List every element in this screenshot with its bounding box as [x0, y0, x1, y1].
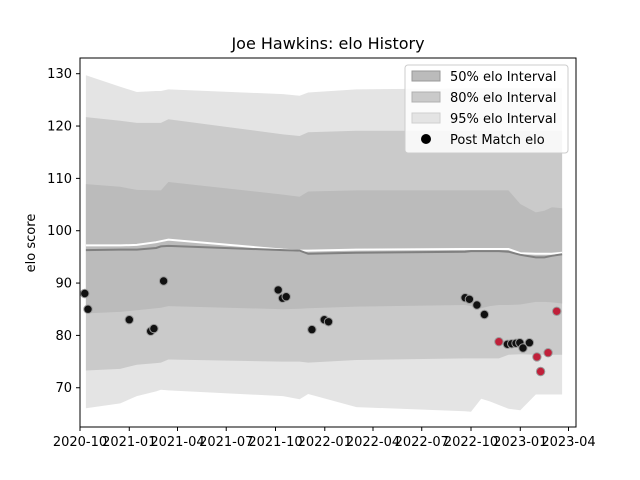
band-50-interval [85, 182, 563, 314]
baseline-line [85, 238, 563, 255]
post-match-point [532, 352, 542, 362]
post-match-point [124, 315, 135, 325]
post-match-point [149, 323, 159, 334]
post-match-point [479, 309, 490, 320]
x-tick-label: 2020-10 [53, 435, 107, 450]
plot-area [80, 75, 563, 412]
post-match-point [281, 292, 291, 302]
y-tick-label: 80 [55, 329, 72, 344]
legend-label: Post Match elo [450, 133, 545, 148]
post-match-point [535, 366, 546, 377]
x-tick-label: 2022-01 [298, 435, 352, 450]
y-tick-label: 90 [55, 277, 72, 292]
y-tick-label: 120 [47, 120, 72, 135]
legend: 50% elo Interval 80% elo Interval 95% elo … [404, 64, 569, 154]
x-tick-label: 2023-04 [541, 435, 595, 450]
legend-swatch [411, 70, 441, 82]
y-tick-label: 70 [55, 381, 72, 396]
trend-lines [85, 238, 563, 259]
x-tick-label: 2023-01 [493, 435, 547, 450]
legend-swatch [411, 112, 441, 124]
chart-title: Joe Hawkins: elo History [230, 34, 424, 53]
interval-bands [85, 75, 563, 412]
post-match-point [552, 306, 562, 316]
post-match-point [83, 304, 93, 314]
post-match-point [80, 288, 90, 299]
x-axis: 2020-102021-012021-042021-072021-102022-… [53, 427, 596, 450]
x-tick-label: 2021-01 [102, 435, 156, 450]
mean-elo-line [85, 244, 563, 259]
post-match-point [273, 285, 283, 295]
x-tick-label: 2021-04 [150, 435, 204, 450]
x-tick-label: 2021-07 [199, 435, 253, 450]
y-axis-label: elo score [24, 214, 39, 273]
plot-frame [79, 57, 577, 428]
post-match-point [323, 317, 334, 327]
legend-label: 95% elo Interval [450, 112, 557, 127]
post-match-point [543, 348, 553, 358]
x-tick-label: 2022-04 [346, 435, 400, 450]
legend-label: 50% elo Interval [450, 70, 557, 85]
post-match-point [518, 343, 528, 353]
post-match-point [464, 294, 475, 304]
x-tick-label: 2022-10 [444, 435, 498, 450]
post-match-points [80, 276, 562, 377]
y-tick-label: 130 [47, 67, 72, 82]
post-match-point [472, 300, 482, 310]
post-match-point [524, 338, 535, 348]
post-match-point [158, 276, 169, 286]
legend-frame [404, 64, 569, 154]
post-match-point [307, 324, 317, 335]
x-tick-label: 2021-10 [248, 435, 302, 450]
legend-label: 80% elo Interval [450, 91, 557, 106]
y-tick-label: 100 [47, 224, 72, 239]
y-axis: 70 80 90 100 110 120 130 [47, 67, 80, 396]
x-tick-label: 2022-07 [395, 435, 449, 450]
y-tick-label: 110 [47, 172, 72, 187]
post-match-point [494, 337, 504, 347]
legend-swatch [411, 91, 441, 103]
legend-marker [421, 134, 431, 144]
